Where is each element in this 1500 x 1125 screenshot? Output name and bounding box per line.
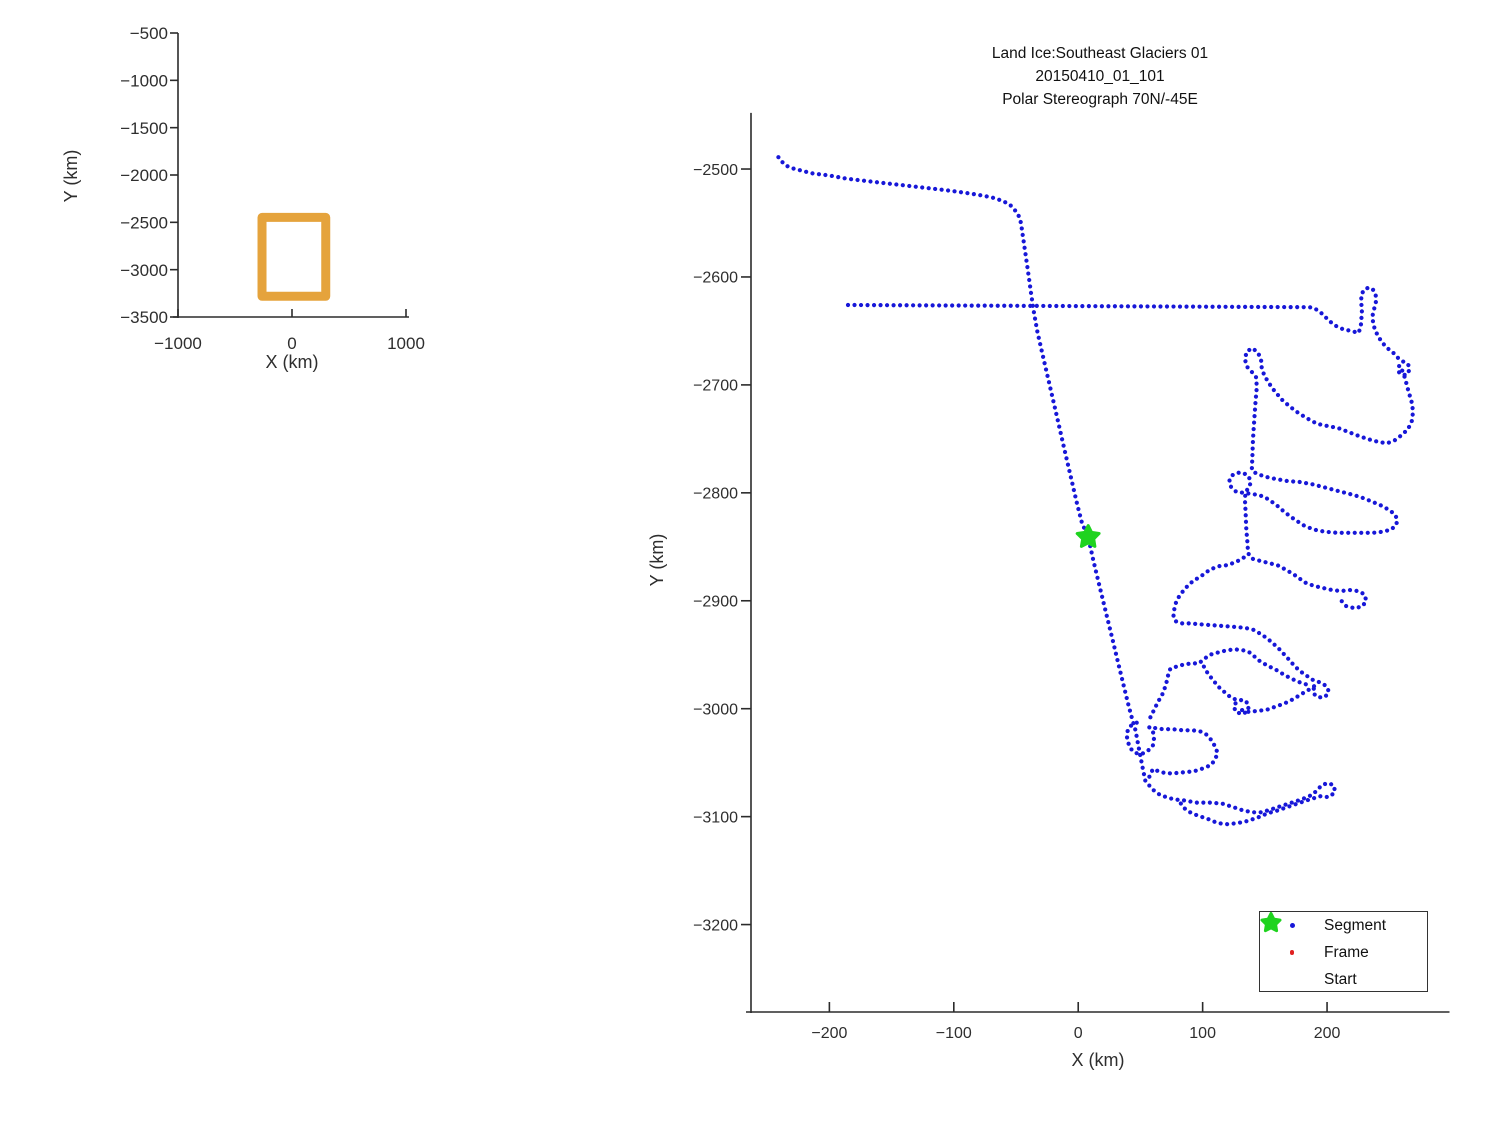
svg-text:−500: −500 [130,24,168,43]
legend-row-segment: Segment [1260,912,1427,939]
legend-label-segment: Segment [1324,916,1387,934]
title-line-3: Polar Stereograph 70N/-45E [1002,91,1198,108]
svg-text:200: 200 [1314,1025,1341,1042]
main-xlabel: X (km) [1071,1050,1125,1070]
svg-text:−100: −100 [936,1025,972,1042]
svg-text:−1500: −1500 [120,119,168,138]
legend-row-frame: Frame [1260,939,1427,966]
svg-text:−2600: −2600 [693,270,738,287]
svg-text:−1000: −1000 [120,71,168,90]
overview-xlabel: X (km) [265,352,319,372]
svg-text:−2700: −2700 [693,378,738,395]
main-ylabel: Y (km) [647,533,667,587]
svg-text:−3000: −3000 [120,261,168,280]
overview-ylabel: Y (km) [61,149,81,203]
svg-text:0: 0 [287,334,296,353]
svg-text:−2900: −2900 [693,594,738,611]
svg-text:−3200: −3200 [693,917,738,934]
svg-text:−200: −200 [811,1025,847,1042]
title-line-2: 20150410_01_101 [1035,68,1165,85]
svg-text:−1000: −1000 [154,334,202,353]
svg-text:100: 100 [1189,1025,1216,1042]
svg-text:−3000: −3000 [693,701,738,718]
legend-label-start: Start [1324,970,1357,988]
svg-text:−2000: −2000 [120,166,168,185]
main-plot-title: Land Ice:Southeast Glaciers 01 20150410_… [800,42,1400,111]
svg-text:−3500: −3500 [120,308,168,327]
frame-dot-icon [1260,950,1324,955]
svg-text:−2500: −2500 [693,162,738,179]
svg-text:−2500: −2500 [120,213,168,232]
title-line-1: Land Ice:Southeast Glaciers 01 [991,45,1209,62]
legend-row-start: Start [1260,912,1427,993]
svg-text:0: 0 [1074,1025,1083,1042]
legend-label-frame: Frame [1324,943,1369,961]
segment-dot-icon [1260,923,1324,928]
svg-text:−3100: −3100 [693,809,738,826]
legend-box: Segment Frame Start [1259,911,1428,992]
svg-text:−2800: −2800 [693,486,738,503]
svg-text:1000: 1000 [387,334,425,353]
